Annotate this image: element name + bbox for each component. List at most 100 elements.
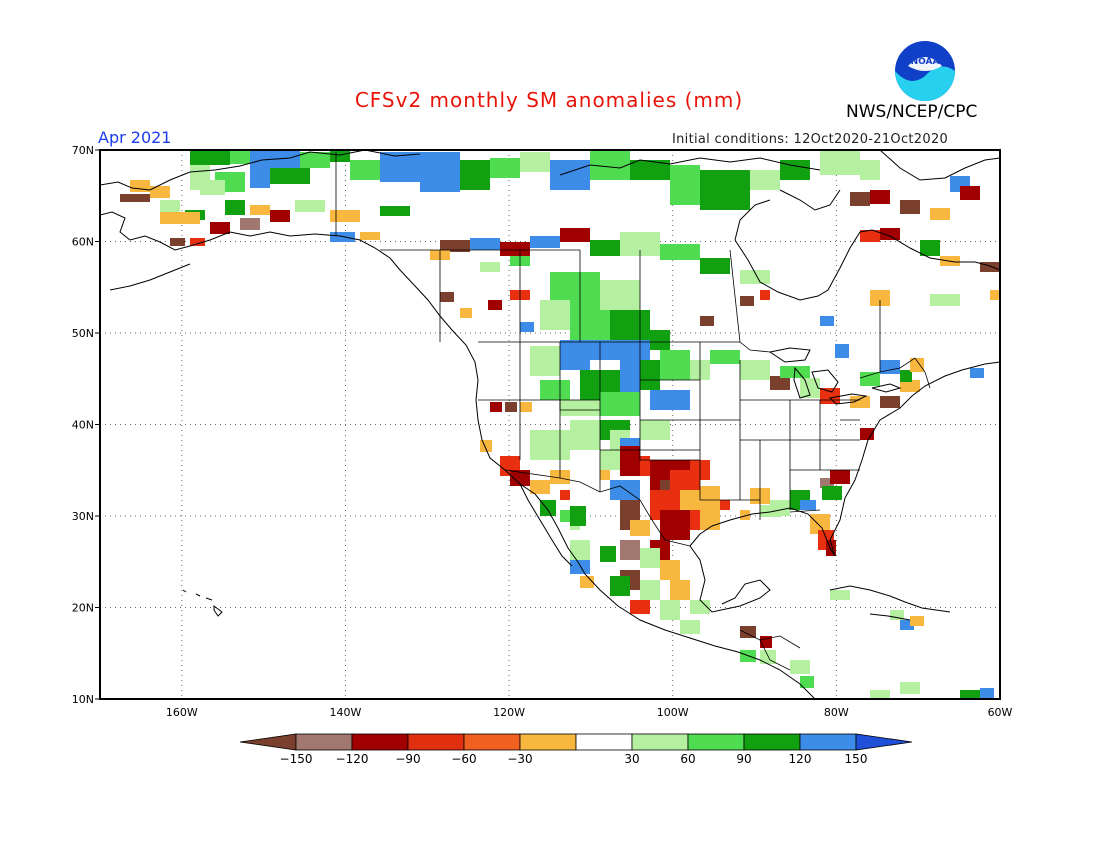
colorbar-segment (295, 733, 353, 751)
anomaly-cell (980, 262, 1000, 272)
anomaly-cell (780, 160, 810, 180)
colorbar-left-arrow (239, 733, 297, 751)
anomaly-cell (710, 350, 740, 364)
lat-label: 30N (72, 510, 94, 523)
colorbar-label: 30 (624, 752, 639, 766)
anomaly-cell (130, 180, 150, 192)
anomaly-cell (488, 300, 502, 310)
anomaly-cell (680, 620, 700, 634)
anomaly-cell (660, 244, 700, 260)
anomaly-cell (250, 205, 270, 215)
anomaly-cell (530, 236, 560, 248)
anomaly-cell (860, 160, 880, 180)
anomaly-cell (120, 194, 150, 202)
anomaly-cell (960, 186, 980, 200)
anomaly-cell (820, 150, 860, 175)
anomaly-cell (200, 180, 225, 195)
anomaly-cell (490, 158, 520, 178)
anomaly-cell (640, 580, 660, 600)
colorbar-segment (463, 733, 521, 751)
anomaly-cell (980, 688, 994, 698)
colorbar-label: −30 (507, 752, 532, 766)
lon-label: 120W (493, 706, 525, 719)
colorbar-segment (575, 733, 633, 751)
anomaly-cell (295, 200, 325, 212)
anomaly-cell (600, 280, 640, 310)
anomaly-cell (690, 600, 710, 614)
anomaly-cell (160, 200, 180, 214)
colorbar-label: 150 (845, 752, 868, 766)
anomaly-cell (540, 300, 570, 330)
anomaly-cell (330, 210, 360, 222)
anomaly-cell (960, 690, 980, 699)
anomaly-cell (900, 682, 920, 694)
anomaly-cell (560, 490, 570, 500)
coastlines (100, 150, 1000, 699)
anomaly-cell (380, 206, 410, 216)
anomaly-cell (440, 292, 454, 302)
anomaly-cell (520, 152, 550, 172)
anomaly-cell (740, 270, 770, 284)
anomaly-cell (620, 540, 640, 560)
anomaly-cell (870, 290, 890, 306)
anomaly-cell (530, 480, 550, 494)
anomaly-cell (570, 506, 586, 526)
anomaly-cell (540, 500, 556, 516)
anomaly-cell (826, 540, 836, 556)
anomaly-cell (910, 358, 924, 372)
anomaly-cell (740, 360, 770, 380)
anomaly-cell (900, 370, 912, 382)
anomaly-cell (990, 290, 1000, 300)
anomaly-cell (600, 392, 640, 416)
anomaly-cell (860, 372, 880, 386)
anomaly-cell (190, 150, 230, 165)
latitude-labels: 70N 60N 50N 40N 30N 20N 10N (72, 144, 100, 706)
anomaly-cell (700, 486, 720, 510)
anomaly-cell (700, 258, 730, 274)
anomaly-cell (880, 396, 900, 408)
anomaly-cell (600, 470, 610, 480)
anomaly-cell (610, 310, 650, 340)
anomaly-cell (660, 600, 680, 620)
anomaly-cell (835, 344, 849, 358)
lat-label: 10N (72, 693, 94, 706)
anomaly-cell (540, 380, 570, 400)
anomaly-cell (640, 548, 660, 568)
anomaly-cell (880, 360, 900, 374)
anomaly-cell (740, 510, 750, 520)
anomaly-cell (570, 310, 610, 340)
anomaly-cell (560, 400, 600, 416)
anomaly-cell (770, 376, 790, 390)
anomaly-cell (360, 232, 380, 240)
lat-label: 20N (72, 602, 94, 615)
anomaly-cell (920, 240, 940, 256)
anomaly-cells (120, 150, 1000, 699)
colorbar-label: −60 (451, 752, 476, 766)
colorbar-right-arrow (855, 733, 913, 751)
anomaly-cell (590, 150, 630, 180)
anomaly-cell (850, 192, 870, 206)
anomaly-cell (480, 262, 500, 272)
longitude-labels: 160W 140W 120W 100W 80W 60W (166, 706, 1013, 719)
anomaly-cell (440, 240, 470, 252)
anomaly-cell (270, 168, 310, 184)
initial-conditions-label: Initial conditions: 12Oct2020-21Oct2020 (672, 132, 949, 147)
anomaly-cell (570, 540, 590, 560)
colorbar-segment (687, 733, 745, 751)
anomaly-cell (820, 478, 834, 488)
anomaly-cell (640, 360, 660, 390)
anomaly-cell (810, 514, 830, 534)
anomaly-cell (800, 676, 814, 688)
anomaly-cell (660, 560, 680, 580)
anomaly-cell (530, 346, 560, 376)
anomaly-cell (230, 150, 250, 164)
anomaly-cell (860, 428, 874, 440)
anomaly-cell (550, 160, 590, 190)
colorbar-segment (799, 733, 857, 751)
anomaly-cell (740, 626, 756, 638)
anomaly-cell (660, 350, 690, 380)
anomaly-cell (640, 456, 650, 476)
colorbar-label: −120 (336, 752, 369, 766)
agency-label: NWS/NCEP/CPC (846, 102, 978, 122)
anomaly-cell (820, 388, 840, 404)
